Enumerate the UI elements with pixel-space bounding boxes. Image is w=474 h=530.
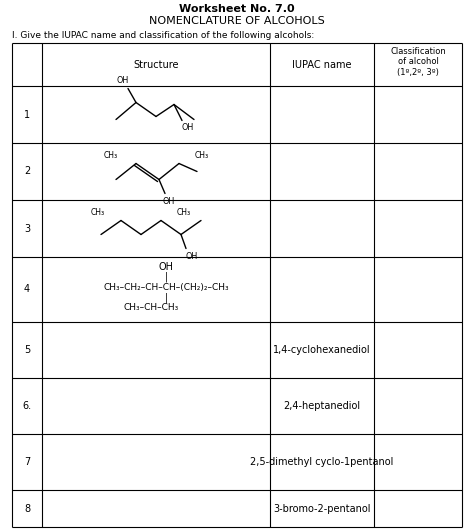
Text: 6.: 6. <box>22 401 32 411</box>
Text: OH: OH <box>117 76 129 85</box>
Text: CH₃–CH₂–CH–CH–(CH₂)₂–CH₃: CH₃–CH₂–CH–CH–(CH₂)₂–CH₃ <box>103 283 229 292</box>
Text: 2: 2 <box>24 166 30 176</box>
Text: I. Give the IUPAC name and classification of the following alcohols:: I. Give the IUPAC name and classificatio… <box>12 31 314 40</box>
Text: IUPAC name: IUPAC name <box>292 59 352 69</box>
Text: 1,4-cyclohexanediol: 1,4-cyclohexanediol <box>273 345 371 355</box>
Text: CH₃: CH₃ <box>104 151 118 160</box>
Text: of alcohol: of alcohol <box>398 57 438 66</box>
Text: Structure: Structure <box>133 59 179 69</box>
Text: 7: 7 <box>24 457 30 467</box>
Text: OH: OH <box>158 262 173 272</box>
Text: 2,4-heptanediol: 2,4-heptanediol <box>283 401 361 411</box>
Text: CH₃: CH₃ <box>177 208 191 217</box>
Text: CH₃: CH₃ <box>91 208 105 217</box>
Text: 5: 5 <box>24 345 30 355</box>
Text: 3: 3 <box>24 224 30 234</box>
Text: Worksheet No. 7.0: Worksheet No. 7.0 <box>179 4 295 14</box>
Text: OH: OH <box>163 197 175 206</box>
Text: |: | <box>164 271 168 282</box>
Text: Classification: Classification <box>390 47 446 56</box>
Text: 1: 1 <box>24 110 30 119</box>
Text: OH: OH <box>182 123 194 132</box>
Text: CH₃: CH₃ <box>195 151 209 160</box>
Text: CH₃–CH–CH₃: CH₃–CH–CH₃ <box>123 303 179 312</box>
Text: 2,5-dimethyl cyclo-1pentanol: 2,5-dimethyl cyclo-1pentanol <box>250 457 394 467</box>
Text: OH: OH <box>186 252 198 261</box>
Text: NOMENCLATURE OF ALCOHOLS: NOMENCLATURE OF ALCOHOLS <box>149 16 325 26</box>
Text: 8: 8 <box>24 504 30 514</box>
Text: (1º,2º, 3º): (1º,2º, 3º) <box>397 68 439 77</box>
Text: 3-bromo-2-pentanol: 3-bromo-2-pentanol <box>273 504 371 514</box>
Text: |: | <box>164 292 168 303</box>
Text: 4: 4 <box>24 285 30 295</box>
